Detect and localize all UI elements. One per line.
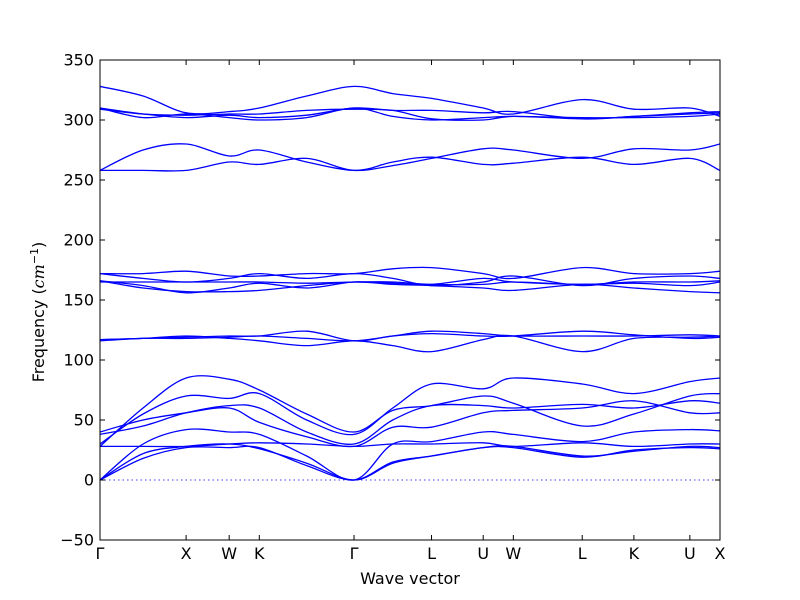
y-tick-label: 100 [63,351,94,370]
y-axis-label: Frequency (cm−1) [28,242,49,383]
y-axis-label-close: ) [29,242,48,248]
y-tick-label: 300 [63,111,94,130]
y-tick-label: 50 [74,411,94,430]
x-tick-label: K [254,544,265,563]
y-axis-label-unit: cm [29,264,48,288]
band-line-5 [100,377,720,445]
y-tick-label: 250 [63,171,94,190]
band-line-19 [100,85,720,118]
y-axis-label-unit-exponent: −1 [28,248,41,264]
plot-frame [99,59,721,541]
x-tick-label: X [715,544,726,563]
band-line-12 [100,266,720,280]
band-line-2 [100,445,720,481]
x-tick-label: W [221,544,237,563]
y-tick-label: 350 [63,51,94,70]
x-tick-label: U [477,544,489,563]
band-line-6 [100,400,720,445]
band-line-8 [100,442,720,448]
band-line-16 [100,280,720,286]
band-line-17 [100,143,720,172]
x-tick-label: W [505,544,521,563]
band-line-7 [100,400,720,448]
band-line-18 [100,156,720,172]
x-tick-label: U [684,544,696,563]
x-tick-label: Γ [96,544,105,563]
x-tick-label: Γ [350,544,359,563]
y-tick-label: 200 [63,231,94,250]
y-tick-label: −50 [60,531,94,550]
y-axis-label-text: Frequency ( [29,288,48,382]
y-tick-label: 150 [63,291,94,310]
band-line-1 [100,443,720,481]
x-tick-label: K [629,544,640,563]
band-line-4 [100,375,720,447]
x-tick-label: L [578,544,587,563]
band-line-22 [100,108,720,121]
band-line-15 [100,277,720,293]
x-tick-label: X [181,544,192,563]
x-axis-label: Wave vector [360,569,460,588]
x-tick-label: L [427,544,436,563]
band-line-11 [100,334,720,353]
y-tick-label: 0 [84,471,94,490]
